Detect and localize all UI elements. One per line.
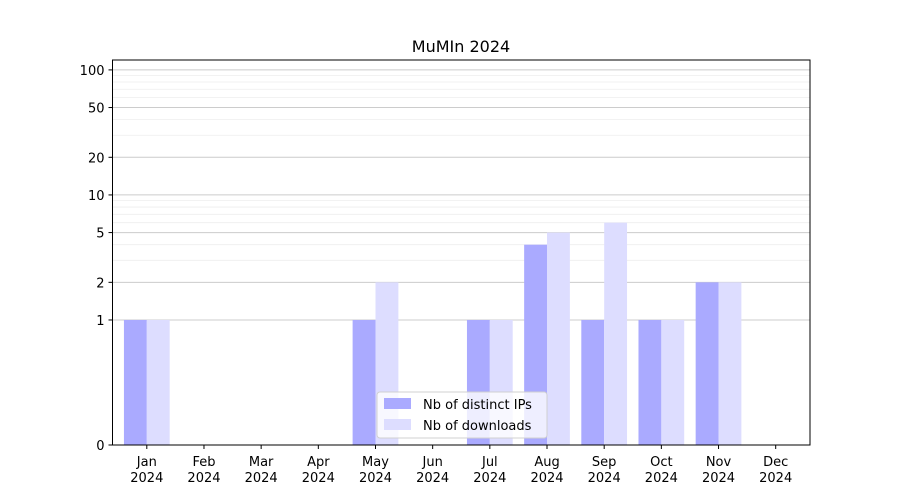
- bar-downloads-nov[interactable]: [718, 282, 742, 445]
- bar-distinct-ips-sep[interactable]: [581, 319, 605, 445]
- legend[interactable]: Nb of distinct IPs Nb of downloads: [376, 391, 548, 439]
- x-tick-label: Jun 2024: [416, 455, 449, 486]
- bar-downloads-jan[interactable]: [146, 319, 170, 445]
- legend-box: [376, 391, 548, 439]
- x-tick-label: Feb 2024: [187, 455, 220, 486]
- x-tick-label: Oct 2024: [645, 455, 678, 486]
- y-tick-label: 0: [96, 439, 104, 454]
- grid: [112, 69, 810, 321]
- legend-swatch: [384, 419, 411, 430]
- y-tick-label: 20: [88, 151, 105, 166]
- y-tick-label: 1: [96, 314, 104, 329]
- x-tick-label: Dec 2024: [759, 455, 792, 486]
- x-tick-label: Jul 2024: [473, 455, 506, 486]
- bar-distinct-ips-jan[interactable]: [123, 319, 147, 445]
- bar-downloads-aug[interactable]: [547, 232, 570, 445]
- plot-frame: [112, 59, 811, 446]
- bar-distinct-ips-may[interactable]: [352, 319, 376, 445]
- x-axis: Jan 2024 Feb 2024 Mar 2024 Apr 2024 May 2024 Jun 20…: [130, 445, 792, 486]
- y-tick-label: 5: [96, 227, 104, 242]
- x-tick-label: Mar 2024: [245, 455, 278, 486]
- bar-distinct-ips-nov[interactable]: [695, 282, 719, 445]
- x-tick-label: Aug 2024: [530, 455, 563, 486]
- y-tick-label: 50: [88, 102, 105, 117]
- legend-label: Nb of distinct IPs: [423, 398, 532, 413]
- x-tick-label: Nov 2024: [702, 455, 735, 486]
- y-tick-label: 100: [80, 64, 105, 79]
- legend-swatch: [384, 398, 411, 409]
- chart-title: MuMIn 2024: [412, 37, 510, 56]
- x-tick-label: Jan 2024: [130, 455, 163, 486]
- x-tick-label: May 2024: [359, 455, 392, 486]
- x-tick-label: Apr 2024: [302, 455, 335, 486]
- legend-label: Nb of downloads: [423, 419, 532, 434]
- y-tick-label: 2: [96, 276, 104, 291]
- bar-distinct-ips-oct[interactable]: [638, 319, 662, 445]
- bar-downloads-oct[interactable]: [661, 319, 685, 445]
- y-axis: 0 1 2 5 10 20 50 100: [80, 64, 113, 454]
- bar-downloads-sep[interactable]: [604, 222, 628, 445]
- y-tick-label: 10: [88, 189, 105, 204]
- x-tick-label: Sep 2024: [588, 455, 621, 486]
- bars: [123, 222, 742, 445]
